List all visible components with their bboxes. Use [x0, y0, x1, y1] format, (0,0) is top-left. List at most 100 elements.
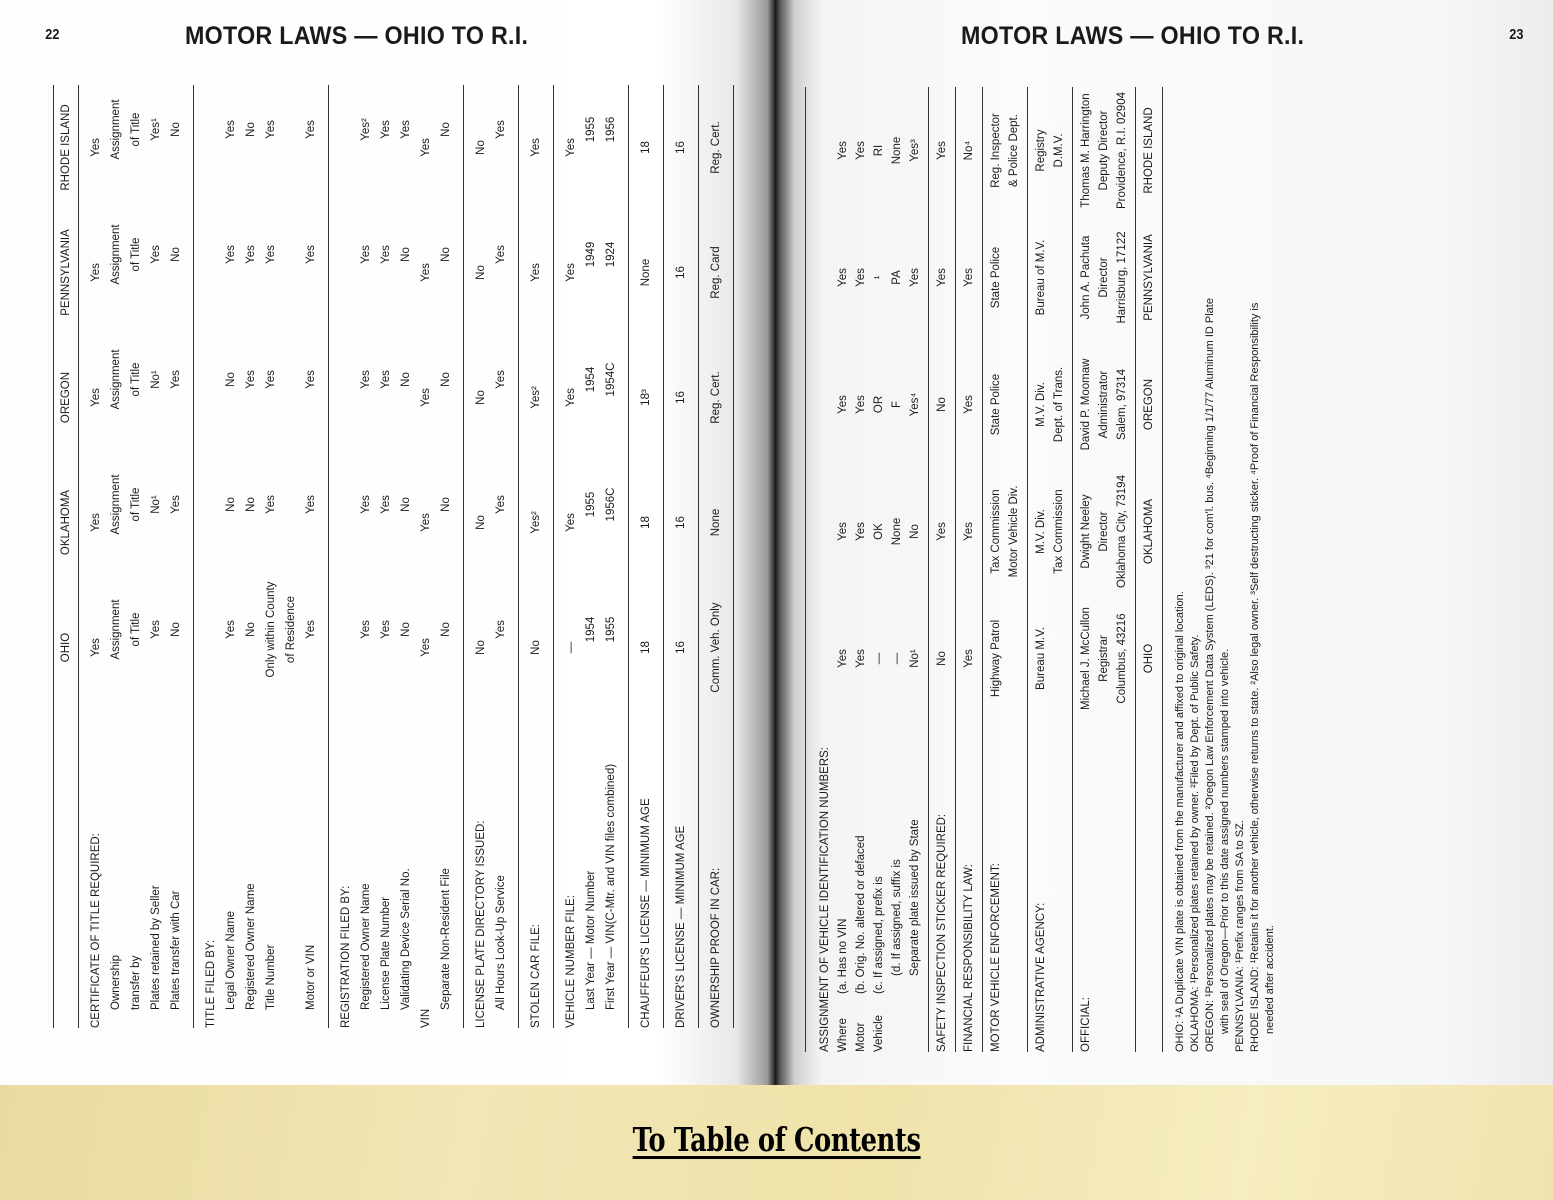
table-cell: Yes — [380, 620, 392, 639]
column-header-oklahoma: OKLAHOMA — [60, 489, 72, 556]
table-cell: 1956 — [605, 116, 617, 143]
table-of-contents-link[interactable]: To Table of Contents — [632, 1120, 921, 1159]
table-cell: Yes — [90, 388, 102, 407]
table-cell: Salem, 97314 — [1116, 369, 1128, 440]
table-cell: Yes — [936, 522, 948, 541]
row-label: (d. If assigned, suffix is — [891, 859, 903, 976]
table-cell: Yes — [837, 395, 849, 414]
row-label-group — [1140, 722, 1158, 1052]
table-row: LICENSE PLATE DIRECTORY ISSUED: No No No No N… — [471, 85, 491, 1028]
table-cell: Yes — [495, 370, 507, 389]
column-header-pennsylvania: PENNSYLVANIA — [60, 229, 72, 316]
table-cell: No — [475, 515, 487, 530]
row-prefix — [1140, 994, 1158, 1052]
table-cell: Yes — [225, 120, 237, 139]
table-cell: Yes — [245, 370, 257, 389]
table-section: CERTIFICATE OF TITLE REQUIRED: Yes Yes Yes Y… — [79, 85, 194, 1028]
table-cell — [816, 214, 834, 341]
navigation-banner — [0, 1085, 1553, 1200]
table-cell: No — [936, 397, 948, 412]
row-label: FINANCIAL RESPONSIBILITY LAW: — [963, 864, 975, 1052]
table-row: REGISTRATION FILED BY: — [336, 85, 356, 1028]
table-row: Ownership Assignment Assignment Assignment A… — [106, 85, 126, 1028]
table-row: SAFETY INSPECTION STICKER REQUIRED: No Yes… — [933, 87, 951, 1052]
table-cell: Reg. Cert. — [710, 371, 722, 424]
table-cell: No — [400, 497, 412, 512]
table-cell: of Title — [130, 112, 142, 147]
table-cell: RHODE ISLAND — [1143, 107, 1155, 194]
table-cell: M.V. Div. — [1035, 382, 1047, 427]
table-top-rule — [805, 87, 812, 1052]
table-cell: Motor Vehicle Div. — [1008, 485, 1020, 578]
table-cell: Yes — [963, 522, 975, 541]
table-cell — [201, 85, 221, 210]
footnote: RHODE ISLAND: ¹Retains it for another ve… — [1249, 302, 1261, 1052]
table-row: Separate plate issued by State No¹ No Yes⁴ Y… — [906, 87, 924, 1052]
row-label-group: OFFICIAL: — [1077, 722, 1095, 1052]
table-cell: 1955 — [585, 116, 597, 143]
table-cell: No — [440, 247, 452, 262]
table-section: ADMINISTRATIVE AGENCY: Bureau M.V. M.V. Di… — [1028, 87, 1073, 1052]
table-row: Separate Non-Resident File No No No No No — [436, 85, 456, 1028]
table-cell: No — [440, 497, 452, 512]
running-head-left: MOTOR LAWS — OHIO TO R.I. — [185, 22, 529, 50]
table-row: Legal Owner Name Yes No No Yes Yes — [221, 85, 241, 1028]
table-cell — [816, 468, 834, 595]
table-cell: Yes — [495, 120, 507, 139]
table-cell: Yes — [170, 495, 182, 514]
table-cell: Yes — [936, 268, 948, 287]
table-cell: 16 — [675, 266, 687, 279]
table-cell: Bureau of M.V. — [1035, 239, 1047, 316]
table-cell: Yes — [420, 263, 432, 282]
table-cell: None — [640, 258, 652, 287]
table-cell: Yes — [305, 245, 317, 264]
table-section: FINANCIAL RESPONSIBILITY LAW: Yes Yes Yes Ye… — [956, 87, 983, 1052]
table-cell — [336, 460, 356, 585]
table-cell — [816, 87, 834, 214]
table-cell: Yes — [305, 495, 317, 514]
right-page: MOTOR LAWS — OHIO TO R.I. 23 — [775, 0, 1553, 1085]
table-cell: M.V. Div. — [1035, 509, 1047, 554]
table-row: Last Year — Motor Number 1954 1955 1954 1949… — [581, 85, 601, 1028]
table-cell: No — [245, 122, 257, 137]
row-label-group — [1050, 722, 1068, 1052]
table-cell: Yes² — [530, 386, 542, 409]
table-section: CHAUFFEUR'S LICENSE — MINIMUM AGE 18 18 18³… — [629, 85, 664, 1028]
table-cell: RI — [873, 144, 885, 157]
table-cell: Michael J. McCullon — [1080, 607, 1092, 710]
table-section: MOTOR VEHICLE ENFORCEMENT: Highway Patrol… — [983, 87, 1028, 1052]
table-section: LICENSE PLATE DIRECTORY ISSUED: No No No No N… — [464, 85, 519, 1028]
table-cell — [201, 210, 221, 335]
table-row: License Plate Number Yes Yes Yes Yes Yes — [376, 85, 396, 1028]
table-cell — [281, 317, 301, 442]
table-cell: of Title — [130, 487, 142, 522]
table-cell: Yes³ — [909, 139, 921, 162]
table-cell: 16 — [675, 516, 687, 529]
table-cell: — — [873, 652, 885, 665]
row-label: Title Number — [265, 944, 277, 1010]
table-cell: Assignment — [110, 99, 122, 160]
row-label-group: Where (a. Has no VIN — [834, 722, 852, 1052]
page-number-left: 22 — [45, 26, 60, 43]
table-cell: Yes — [565, 138, 577, 157]
table-cell — [816, 595, 834, 722]
table-cell: Deputy Director — [1098, 110, 1110, 191]
table-row: Motor or VIN Yes Yes Yes Yes Yes — [301, 85, 321, 1028]
footnote: OHIO: ¹A Duplicate VIN plate is obtained… — [1174, 591, 1186, 1052]
table-cell: 1949 — [585, 241, 597, 268]
table-cell: John A. Pachuta — [1080, 235, 1092, 320]
table-cell: Yes — [360, 245, 372, 264]
column-header-ohio: OHIO — [60, 632, 72, 663]
table-cell: Yes — [265, 495, 277, 514]
table-cell: 18 — [640, 141, 652, 154]
table-cell: Yes — [225, 620, 237, 639]
table-cell: Yes — [225, 245, 237, 264]
row-label: Legal Owner Name — [225, 910, 237, 1010]
table-cell: Assignment — [110, 474, 122, 535]
row-prefix: Vehicle — [873, 1014, 885, 1052]
row-label: (c. If assigned, prefix is — [873, 876, 885, 994]
table-cell: Yes — [837, 522, 849, 541]
table-cell: Yes — [855, 649, 867, 668]
table-cell: No — [400, 372, 412, 387]
table-cell: Tax Commission — [990, 489, 1002, 574]
